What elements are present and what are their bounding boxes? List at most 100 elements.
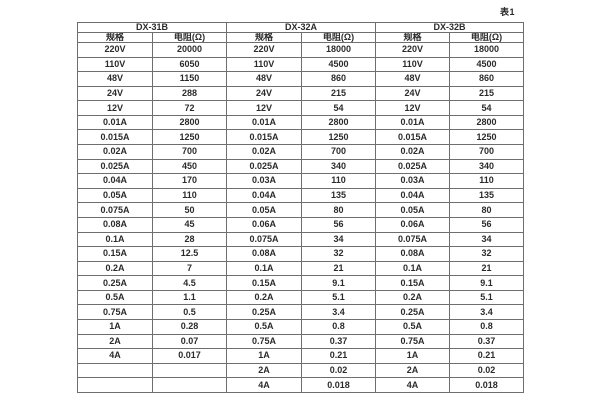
table-cell: 34 bbox=[301, 231, 377, 248]
table-cell: 0.02A bbox=[226, 144, 303, 160]
table-row: 2A 0.02 2A 0.02 bbox=[77, 362, 525, 379]
table-cell: 6050 bbox=[151, 56, 228, 73]
table-cell: 1250 bbox=[151, 129, 228, 146]
table-row: 0.01A 2800 0.01A 2800 0.01A 2800 bbox=[77, 114, 525, 131]
table-cell: 0.025A bbox=[77, 158, 153, 175]
table-cell: 220V bbox=[375, 42, 451, 58]
table-cell: 0.01A bbox=[226, 114, 303, 131]
table-cell: 700 bbox=[449, 144, 525, 160]
table-cell: 72 bbox=[151, 100, 228, 116]
table-cell: 0.03A bbox=[226, 173, 303, 189]
table-row: 0.5A 1.1 0.2A 5.1 0.2A 5.1 bbox=[77, 289, 525, 306]
table-cell: 0.04A bbox=[226, 187, 303, 204]
table-cell: 220V bbox=[77, 42, 153, 58]
table-cell: 0.1A bbox=[375, 260, 451, 277]
resistance-column-header: 电阻(Ω) bbox=[449, 32, 525, 43]
table-cell: 0.05A bbox=[375, 202, 451, 218]
table-cell: 288 bbox=[151, 85, 228, 102]
table-cell: 12V bbox=[77, 100, 153, 116]
table-row: 220V 20000 220V 18000 220V 18000 bbox=[77, 42, 525, 58]
table-cell: 0.015A bbox=[226, 129, 303, 146]
table-cell: 24V bbox=[375, 85, 451, 102]
table-cell: 5.1 bbox=[449, 289, 525, 306]
table-cell: 3.4 bbox=[301, 304, 377, 320]
table-cell: 2A bbox=[226, 362, 303, 379]
table-cell: 110 bbox=[301, 173, 377, 189]
table-cell: 21 bbox=[449, 260, 525, 277]
table-cell: 0.05A bbox=[77, 187, 153, 204]
table-cell: 50 bbox=[151, 202, 228, 218]
table-cell: 0.5A bbox=[226, 318, 303, 335]
table-cell: 0.1A bbox=[77, 231, 153, 248]
table-cell: 0.25A bbox=[77, 275, 153, 291]
table-cell: 18000 bbox=[449, 42, 525, 58]
table-cell: 0.08A bbox=[77, 216, 153, 233]
table-cell: 0.8 bbox=[449, 318, 525, 335]
table-cell: 0.07 bbox=[151, 333, 228, 350]
table-cell: 48V bbox=[77, 71, 153, 87]
table-cell: 0.06A bbox=[375, 216, 451, 233]
table-row: 0.25A 4.5 0.15A 9.1 0.15A 9.1 bbox=[77, 275, 525, 291]
table-row: 1A 0.28 0.5A 0.8 0.5A 0.8 bbox=[77, 318, 525, 335]
table-cell: 0.015A bbox=[375, 129, 451, 146]
table-cell: 0.08A bbox=[226, 246, 303, 262]
table-cell: 0.04A bbox=[77, 173, 153, 189]
table-cell: 0.1A bbox=[226, 260, 303, 277]
table-cell: 0.15A bbox=[226, 275, 303, 291]
spec-column-header: 规格 bbox=[375, 32, 451, 43]
table-body: 220V 20000 220V 18000 220V 18000 110V 6050 110V 4… bbox=[77, 42, 525, 393]
table-cell: 0.05A bbox=[226, 202, 303, 218]
table-cell: 860 bbox=[301, 71, 377, 87]
table-cell: 0.15A bbox=[375, 275, 451, 291]
table-cell: 2800 bbox=[449, 114, 525, 131]
table-cell: 220V bbox=[226, 42, 303, 58]
table-cell: 56 bbox=[301, 216, 377, 233]
table-row: 0.2A 7 0.1A 21 0.1A 21 bbox=[77, 260, 525, 277]
table-cell: 20000 bbox=[151, 42, 228, 58]
table-cell: 0.2A bbox=[226, 289, 303, 306]
table-cell: 0.04A bbox=[375, 187, 451, 204]
table-cell: 0.025A bbox=[375, 158, 451, 175]
table-cell: 12V bbox=[375, 100, 451, 116]
table-row: 24V 288 24V 215 24V 215 bbox=[77, 85, 525, 102]
resistance-spec-table: DX-31B DX-32A DX-32B 规格 电阻(Ω) 规格 电阻(Ω) 规… bbox=[76, 22, 525, 393]
table-cell: 110 bbox=[449, 173, 525, 189]
table-cell: 28 bbox=[151, 231, 228, 248]
table-cell: 80 bbox=[301, 202, 377, 218]
table-cell: 110V bbox=[375, 56, 451, 73]
table-cell: 48V bbox=[375, 71, 451, 87]
table-cell: 135 bbox=[449, 187, 525, 204]
table-cell: 700 bbox=[301, 144, 377, 160]
table-cell: 0.01A bbox=[77, 114, 153, 131]
table-cell: 170 bbox=[151, 173, 228, 189]
table-row: 0.15A 12.5 0.08A 32 0.08A 32 bbox=[77, 246, 525, 262]
table-cell: 0.5 bbox=[151, 304, 228, 320]
group-header-dx32b: DX-32B bbox=[375, 22, 525, 33]
table-cell: 4A bbox=[226, 377, 303, 393]
table-cell: 0.03A bbox=[375, 173, 451, 189]
table-cell: 9.1 bbox=[301, 275, 377, 291]
table-cell: 21 bbox=[301, 260, 377, 277]
table-cell: 2A bbox=[77, 333, 153, 350]
table-cell: 110 bbox=[151, 187, 228, 204]
table-cell: 4500 bbox=[301, 56, 377, 73]
table-cell: 0.02 bbox=[449, 362, 525, 379]
table-cell: 0.015A bbox=[77, 129, 153, 146]
table-cell: 5.1 bbox=[301, 289, 377, 306]
table-row: 110V 6050 110V 4500 110V 4500 bbox=[77, 56, 525, 73]
table-cell: 215 bbox=[301, 85, 377, 102]
table-cell: 0.37 bbox=[301, 333, 377, 350]
table-row: 0.025A 450 0.025A 340 0.025A 340 bbox=[77, 158, 525, 175]
group-header-dx31b: DX-31B bbox=[76, 22, 228, 33]
table-cell: 0.21 bbox=[449, 348, 525, 364]
table-row: 0.75A 0.5 0.25A 3.4 0.25A 3.4 bbox=[77, 304, 525, 320]
table-cell bbox=[151, 377, 228, 393]
table-row: 4A 0.018 4A 0.018 bbox=[77, 377, 525, 393]
table-cell: 0.02A bbox=[375, 144, 451, 160]
table-row: 0.075A 50 0.05A 80 0.05A 80 bbox=[77, 202, 525, 218]
table-cell: 2800 bbox=[151, 114, 228, 131]
table-cell: 4A bbox=[375, 377, 451, 393]
table-cell: 0.01A bbox=[375, 114, 451, 131]
table-cell: 110V bbox=[77, 56, 153, 73]
table-cell: 1A bbox=[226, 348, 303, 364]
